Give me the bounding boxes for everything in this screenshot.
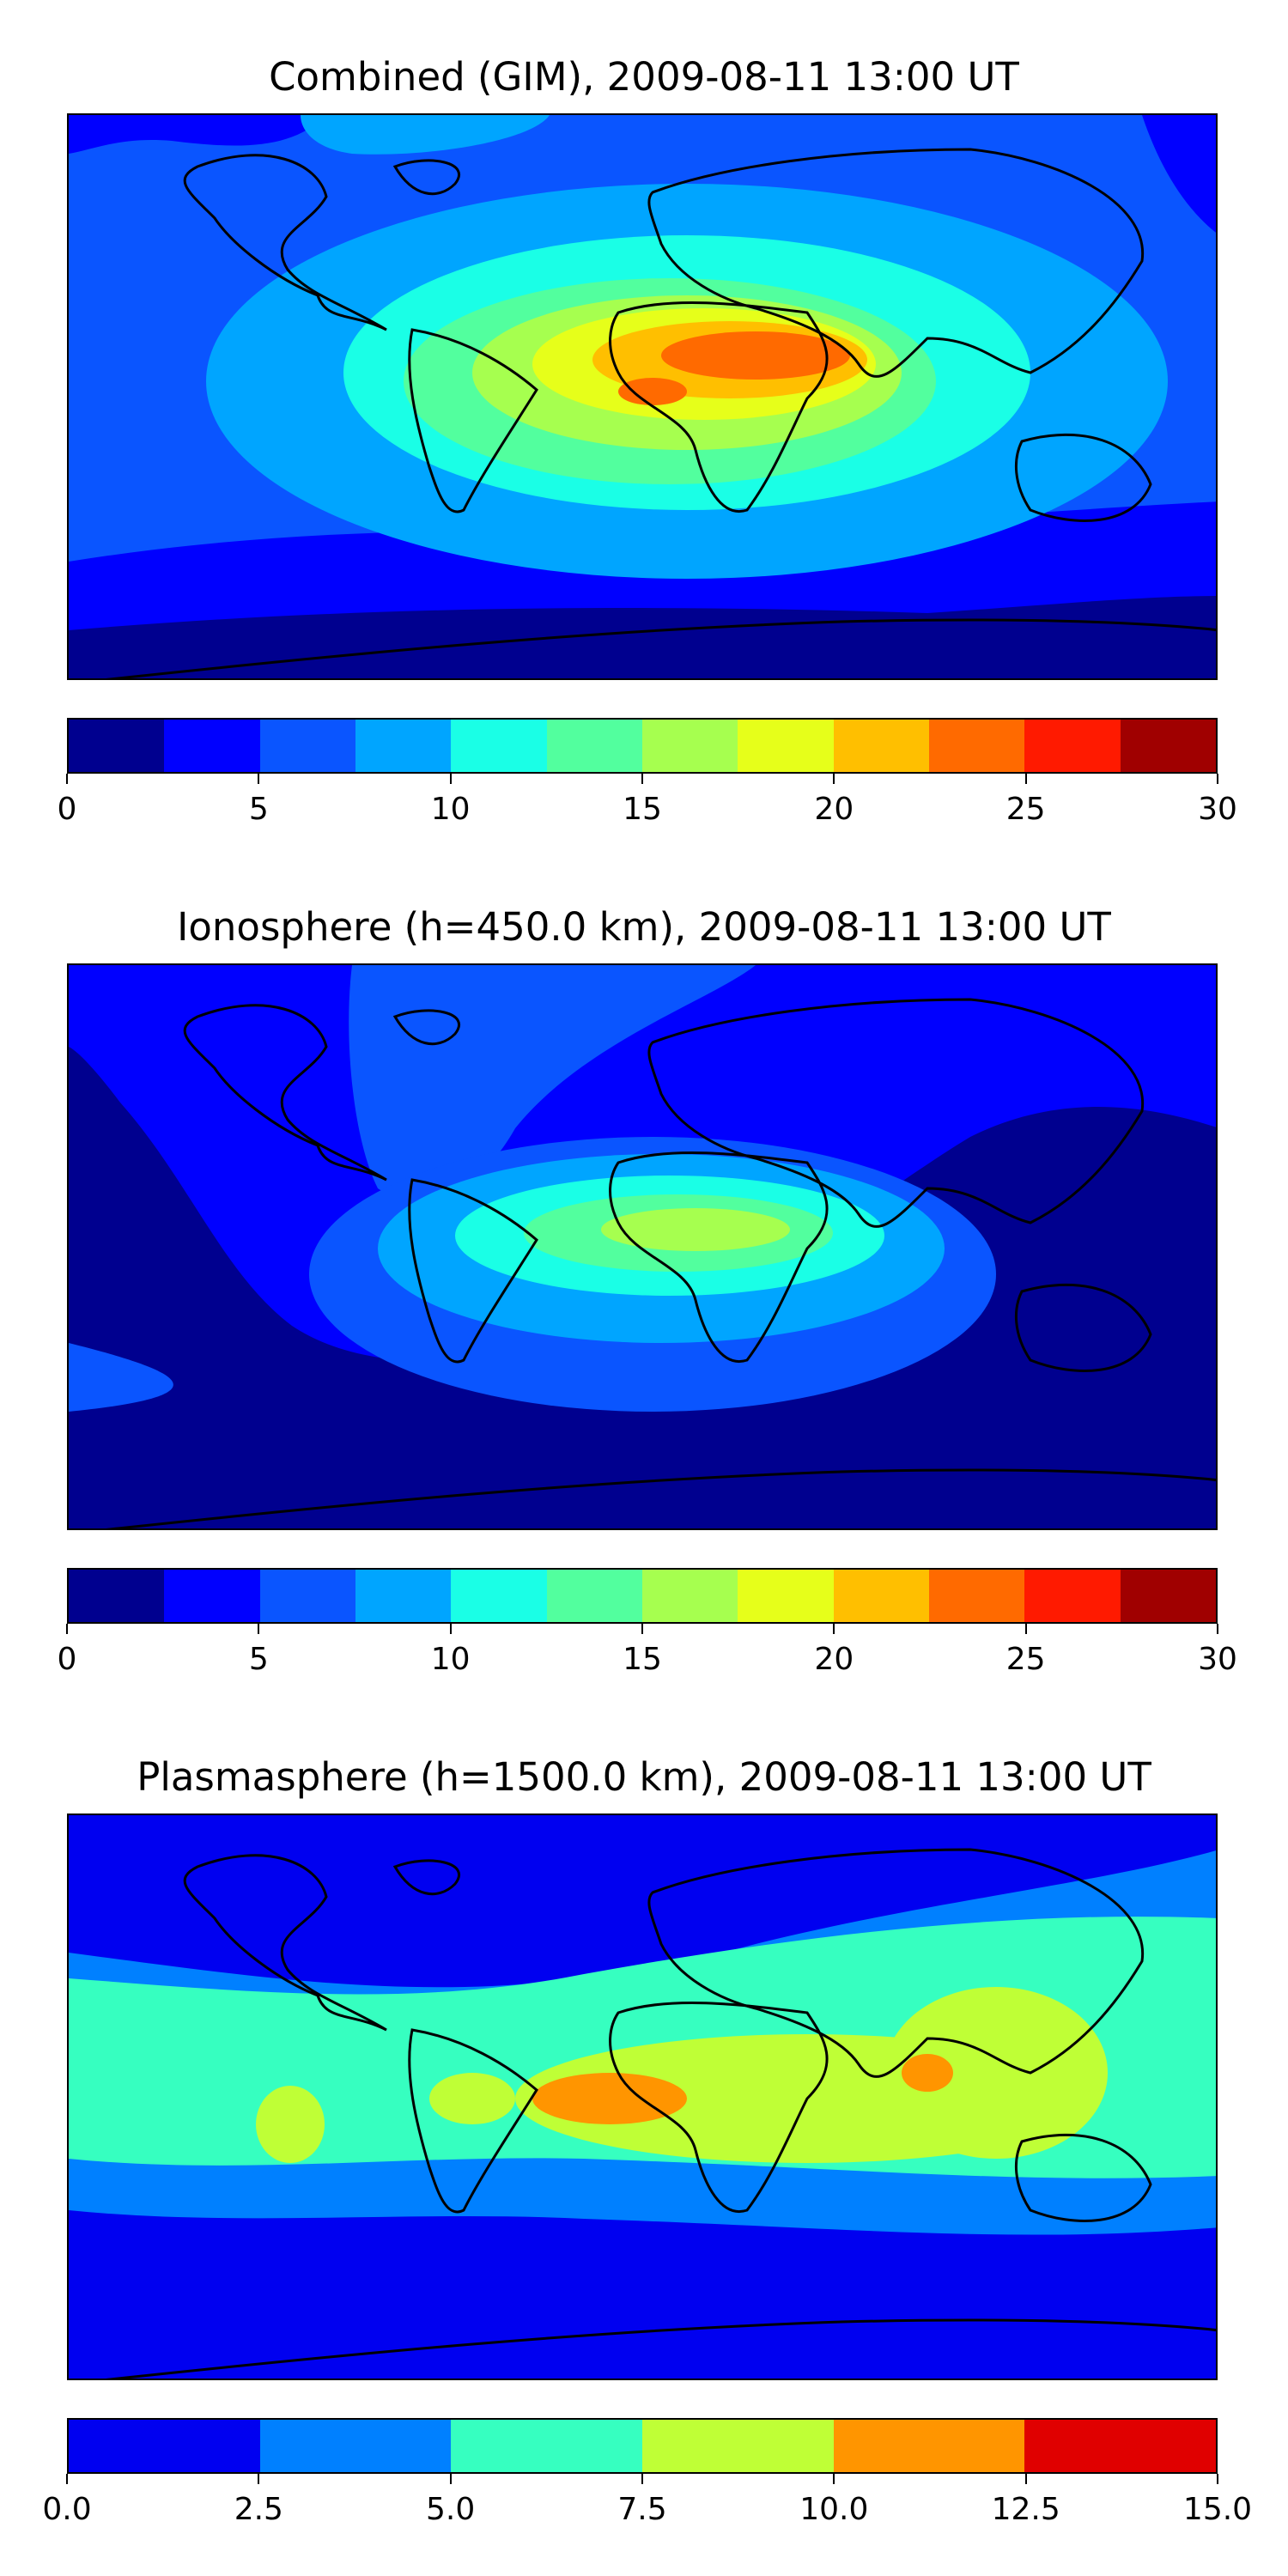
colorbar-tick-label: 20 — [814, 792, 854, 827]
colorbar-segment — [546, 720, 642, 772]
colorbar-segment — [1120, 720, 1216, 772]
colorbar-tick — [449, 2474, 452, 2484]
panel-3-colorbar-ticks: 0.0 2.5 5.0 7.5 10.0 12.5 15.0 — [42, 2474, 1252, 2534]
colorbar-segment — [928, 1570, 1025, 1622]
colorbar-segment — [833, 720, 929, 772]
colorbar-tick-label: 2.5 — [234, 2492, 283, 2527]
colorbar-segment — [738, 720, 834, 772]
colorbar-tick — [258, 1624, 260, 1634]
colorbar-tick — [641, 1624, 643, 1634]
colorbar-tick — [833, 1624, 835, 1634]
colorbar-segment — [355, 1570, 452, 1622]
colorbar-tick — [1024, 774, 1027, 784]
panel-3-map — [67, 1814, 1218, 2380]
colorbar-segment — [259, 1570, 355, 1622]
colorbar-tick-label: 10 — [430, 1642, 471, 1677]
colorbar-tick-label: 12.5 — [991, 2492, 1060, 2527]
colorbar-tick-label: 0 — [57, 1642, 77, 1677]
colorbar-tick-label: 30 — [1198, 792, 1237, 827]
colorbar-tick-label: 0.0 — [42, 2492, 92, 2527]
colorbar-segment — [69, 720, 165, 772]
colorbar-tick — [258, 774, 260, 784]
colorbar-segment — [641, 720, 738, 772]
colorbar-tick-label: 7.5 — [617, 2492, 667, 2527]
panel-1-title: Combined (GIM), 2009-08-11 13:00 UT — [269, 54, 1019, 100]
colorbar-segment — [69, 2420, 260, 2472]
colorbar-tick-label: 25 — [1005, 1642, 1046, 1677]
colorbar-segment — [1024, 1570, 1121, 1622]
colorbar-segment — [641, 1570, 738, 1622]
colorbar-tick-label: 25 — [1005, 792, 1046, 827]
panel-1-colorbar — [67, 718, 1218, 774]
colorbar-tick — [641, 774, 643, 784]
colorbar-tick-label: 10 — [430, 792, 471, 827]
colorbar-tick-label: 15.0 — [1182, 2492, 1253, 2527]
colorbar-tick-label: 15 — [623, 792, 662, 827]
colorbar-tick — [1024, 1624, 1027, 1634]
panel-2-map — [67, 963, 1218, 1530]
colorbar-segment — [833, 1570, 929, 1622]
colorbar-segment — [355, 720, 452, 772]
colorbar-segment — [738, 1570, 834, 1622]
colorbar-tick — [66, 2474, 68, 2484]
colorbar-tick — [1024, 2474, 1027, 2484]
colorbar-tick — [66, 774, 68, 784]
colorbar-tick-label: 5.0 — [426, 2492, 476, 2527]
panel-3-colorbar — [67, 2418, 1218, 2474]
colorbar-segment — [1024, 720, 1121, 772]
colorbar-tick-label: 5 — [248, 1642, 269, 1677]
panel-1-map — [67, 113, 1218, 680]
colorbar-tick-label: 20 — [814, 1642, 854, 1677]
colorbar-tick — [449, 774, 452, 784]
panel-3-title: Plasmasphere (h=1500.0 km), 2009-08-11 1… — [137, 1754, 1151, 1800]
colorbar-tick — [833, 2474, 835, 2484]
colorbar-tick-label: 30 — [1198, 1642, 1237, 1677]
colorbar-segment — [451, 2420, 643, 2472]
colorbar-segment — [1120, 1570, 1216, 1622]
colorbar-segment — [451, 720, 547, 772]
panel-2-colorbar — [67, 1568, 1218, 1624]
colorbar-tick — [1217, 774, 1218, 784]
colorbar-tick — [258, 2474, 260, 2484]
colorbar-tick — [833, 774, 835, 784]
colorbar-tick — [1217, 2474, 1218, 2484]
colorbar-segment — [164, 1570, 260, 1622]
colorbar-segment — [69, 1570, 165, 1622]
colorbar-tick-label: 10.0 — [799, 2492, 869, 2527]
colorbar-segment — [259, 2420, 452, 2472]
colorbar-segment — [546, 1570, 642, 1622]
colorbar-tick — [449, 1624, 452, 1634]
panel-2-title: Ionosphere (h=450.0 km), 2009-08-11 13:0… — [177, 904, 1111, 950]
colorbar-segment — [928, 720, 1025, 772]
colorbar-tick-label: 0 — [57, 792, 77, 827]
colorbar-segment — [164, 720, 260, 772]
colorbar-tick — [66, 1624, 68, 1634]
colorbar-segment — [833, 2420, 1025, 2472]
colorbar-tick — [641, 2474, 643, 2484]
colorbar-tick-label: 5 — [248, 792, 269, 827]
colorbar-tick-label: 15 — [623, 1642, 662, 1677]
colorbar-segment — [451, 1570, 547, 1622]
panel-2-colorbar-ticks: 0 5 10 15 20 25 30 — [58, 1624, 1237, 1684]
panel-1-colorbar-ticks: 0 5 10 15 20 25 30 — [58, 774, 1237, 834]
colorbar-segment — [1024, 2420, 1217, 2472]
colorbar-segment — [642, 2420, 834, 2472]
colorbar-segment — [259, 720, 355, 772]
colorbar-tick — [1217, 1624, 1218, 1634]
